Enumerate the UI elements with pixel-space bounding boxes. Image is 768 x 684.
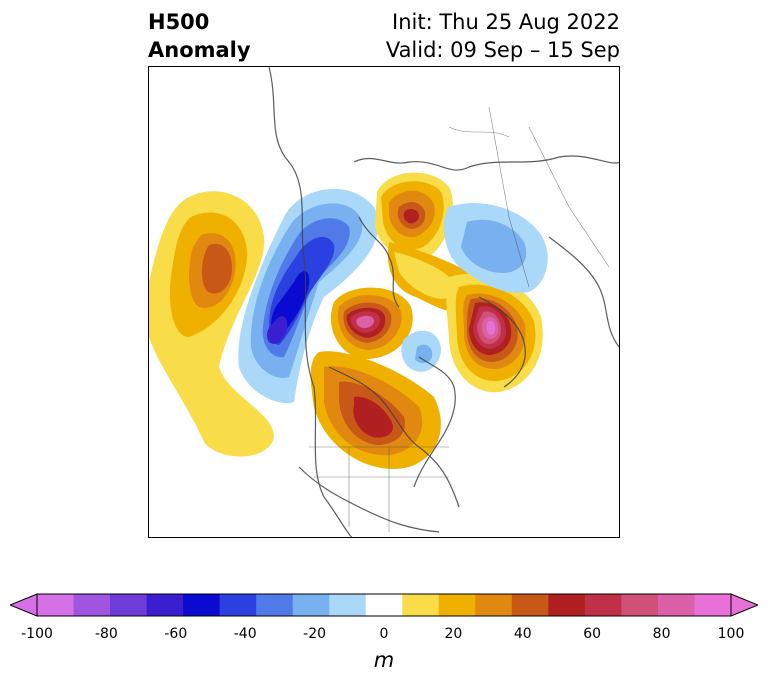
colorbar-bin [292,594,330,616]
map-title: H500 Anomaly [148,8,251,64]
colorbar-bin [219,594,257,616]
colorbar-bin [183,594,221,616]
negative-anomaly-hudson-bay [401,330,441,372]
positive-anomaly-greenland [375,172,453,261]
valid-period: Valid: 09 Sep – 15 Sep [385,38,620,62]
colorbar-tick-label: -100 [21,626,53,642]
negative-anomaly-western-canada [238,188,379,404]
colorbar-bin [694,594,732,616]
colorbar-bin [402,594,440,616]
positive-anomaly-arctic-canada [330,287,413,359]
border-outlines [309,106,610,532]
colorbar-bin [584,594,622,616]
colorbar-tick-label: 40 [513,626,532,642]
colorbar-min-arrow [8,593,38,617]
colorbar-bin [657,594,695,616]
colorbar-max-arrow [730,593,760,617]
anomaly-map-svg [149,67,619,537]
colorbar-bin [73,594,111,616]
coastline-outlines [268,67,619,537]
colorbar-tick-label: -60 [164,626,188,642]
negative-anomaly-northern-eurasia [443,203,548,293]
colorbar-bin [548,594,586,616]
colorbar-tick-label: 20 [444,626,463,642]
colorbar-bin [37,594,75,616]
positive-anomaly-eastern-pacific [149,191,274,457]
colorbar-bin [511,594,549,616]
positive-anomaly-central-canada [310,351,441,469]
title-line-1: H500 [148,10,210,34]
colorbar-tick-label: -80 [94,626,118,642]
colorbar-unit-label: m [373,648,395,672]
colorbar-outline [36,593,732,617]
anomaly-map [148,66,620,538]
colorbar-tick-label: -20 [303,626,327,642]
colorbar-bin [146,594,184,616]
colorbar-bin [621,594,659,616]
colorbar-bin [438,594,476,616]
colorbar-tick-label: 80 [652,626,671,642]
colorbar-tick-label: 60 [583,626,602,642]
colorbar [8,588,760,622]
colorbar-tick-label: 100 [717,626,745,642]
colorbar-bin [475,594,513,616]
colorbar-svg [8,593,760,617]
colorbar-bin [365,594,403,616]
colorbar-tick-label: 0 [379,626,389,642]
colorbar-bin [110,594,148,616]
init-time: Init: Thu 25 Aug 2022 [392,10,620,34]
positive-anomaly-siberia [446,273,543,393]
colorbar-bin [329,594,367,616]
colorbar-tick-label: -40 [233,626,257,642]
colorbar-bin [256,594,294,616]
title-line-2: Anomaly [148,38,251,62]
run-info: Init: Thu 25 Aug 2022 Valid: 09 Sep – 15… [386,8,620,64]
